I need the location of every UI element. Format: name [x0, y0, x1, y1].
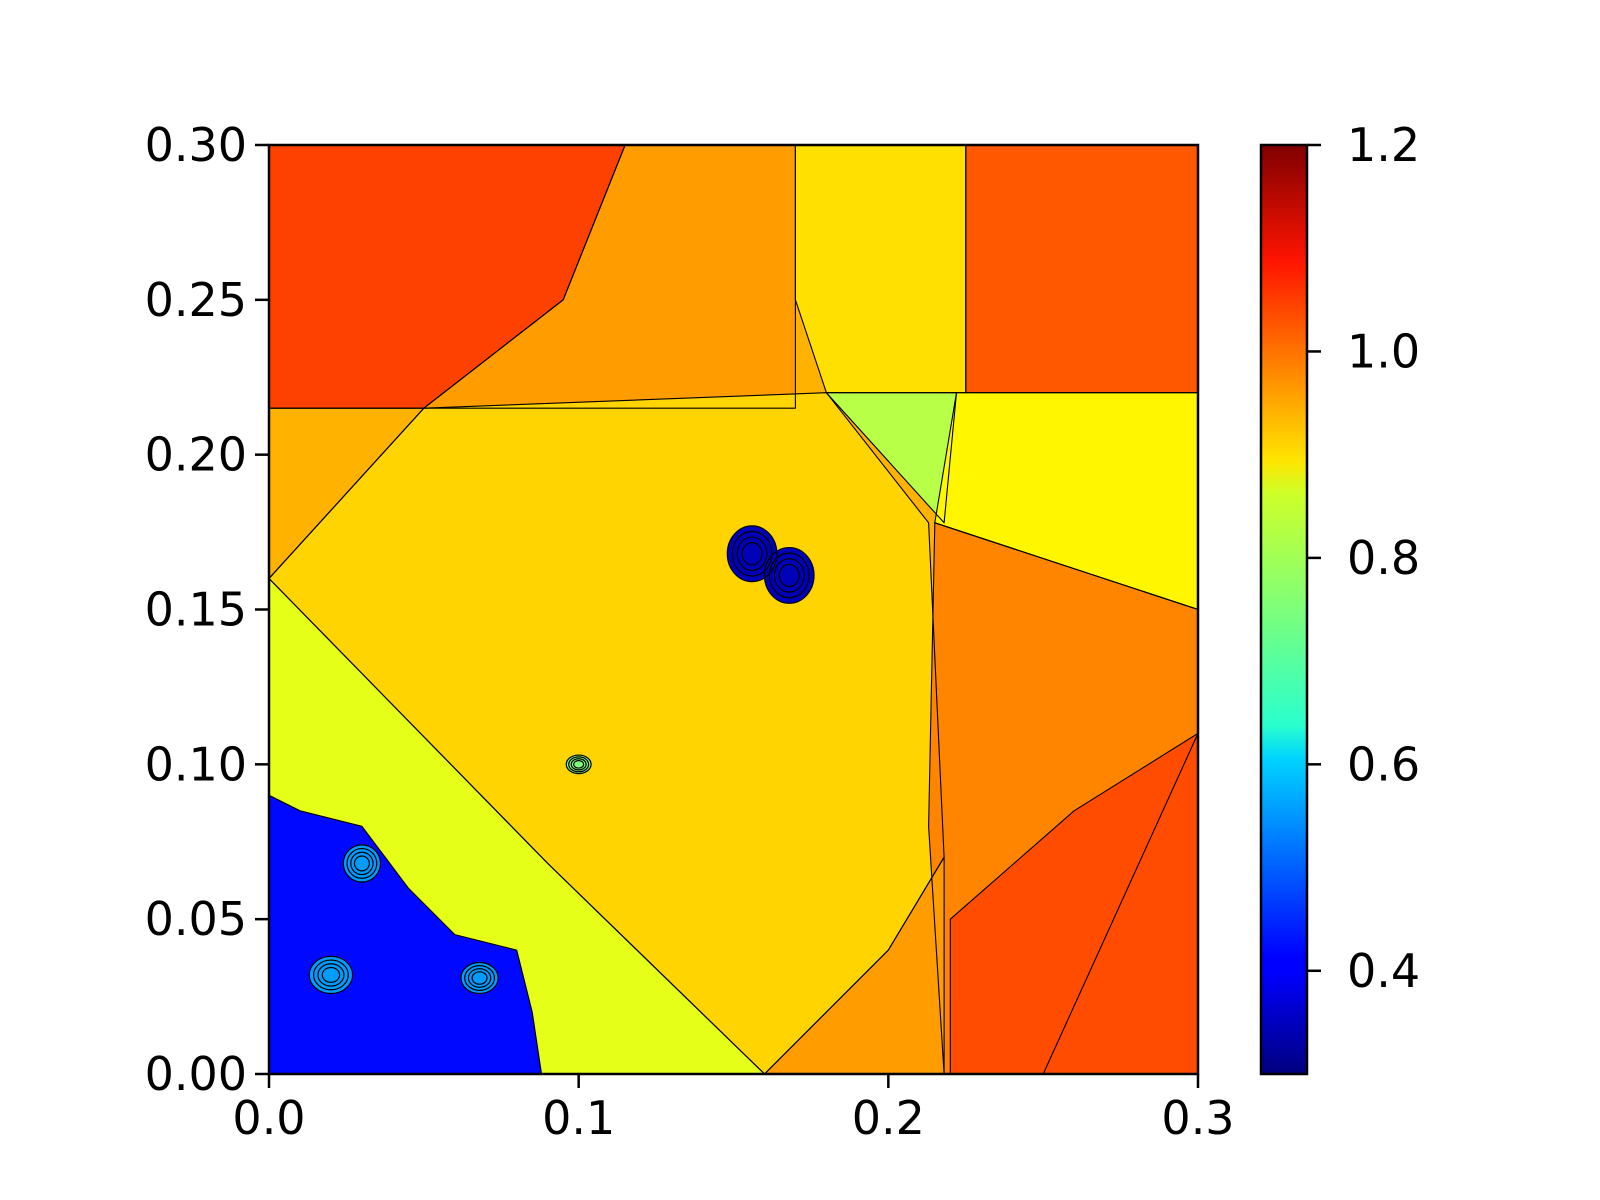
density-region — [965, 145, 1198, 393]
contour-line — [934, 392, 1198, 611]
contour-line — [573, 760, 585, 769]
y-tick-label: 0.25 — [145, 273, 247, 327]
vortex-core — [309, 956, 353, 994]
x-tick-label: 0.1 — [542, 1091, 615, 1145]
density-region — [423, 145, 796, 409]
contour-line — [317, 963, 345, 987]
contour-line — [342, 844, 382, 883]
contour-line — [312, 959, 349, 991]
contour-line — [726, 525, 778, 583]
vortex-core — [727, 525, 777, 582]
contour-line — [763, 856, 945, 1074]
density-region — [795, 145, 966, 393]
colorbar-tick-label: 1.0 — [1347, 324, 1420, 378]
contour-line — [353, 855, 370, 872]
contour-line — [965, 145, 1198, 394]
y-tick-label: 0.30 — [145, 118, 247, 172]
plot-area — [269, 145, 1198, 1074]
density-region — [269, 795, 542, 1074]
colorbar-ticks: 0.4 0.6 0.8 1.0 1.2 — [1307, 118, 1420, 998]
vortex-core — [566, 755, 592, 774]
contour-line — [464, 965, 496, 991]
contour-line — [350, 851, 374, 876]
contour-line — [949, 732, 1198, 1074]
contour-line — [741, 542, 763, 566]
vortex-core — [460, 962, 499, 994]
colorbar-tick-label: 0.6 — [1347, 737, 1420, 791]
contour-line — [471, 971, 488, 985]
contour-line — [460, 961, 499, 995]
contour-line — [928, 522, 1198, 1074]
y-tick-label: 0.15 — [145, 583, 247, 637]
contour-line — [773, 558, 805, 593]
contour-line — [423, 145, 796, 409]
colorbar: 0.4 0.6 0.8 1.0 1.2 — [1259, 118, 1420, 1076]
density-region — [934, 392, 1198, 610]
vortex-core — [764, 547, 815, 604]
colorbar-tick-label: 0.4 — [1347, 944, 1420, 998]
density-region — [269, 145, 626, 409]
contour-line — [346, 847, 378, 879]
y-tick-label: 0.05 — [145, 892, 247, 946]
colorbar-bar — [1259, 143, 1309, 1076]
contour-line — [731, 530, 773, 577]
vortex-core — [343, 844, 381, 883]
y-tick-label: 0.10 — [145, 737, 247, 791]
density-region — [826, 392, 957, 523]
contour-line — [736, 536, 768, 572]
contour-line — [778, 563, 800, 588]
y-tick-label: 0.00 — [145, 1047, 247, 1101]
contour-line — [825, 392, 958, 524]
x-tick-label: 0.3 — [1161, 1091, 1234, 1145]
y-axis: 0.00 0.05 0.10 0.15 0.20 0.25 0.30 — [145, 118, 269, 1101]
density-field — [269, 145, 1198, 1074]
contour-line — [321, 966, 341, 983]
contour-line — [763, 546, 815, 604]
contour-line — [565, 754, 592, 775]
contour-line — [570, 758, 587, 771]
density-region — [764, 857, 945, 1074]
contour-line — [467, 968, 492, 988]
x-axis: 0.0 0.1 0.2 0.3 — [232, 1074, 1235, 1145]
density-region — [950, 733, 1198, 1074]
colorbar-tick-label: 0.8 — [1347, 531, 1420, 585]
x-tick-label: 0.0 — [232, 1091, 305, 1145]
contour-line — [768, 552, 810, 599]
contour-lines — [269, 145, 1198, 1074]
x-tick-label: 0.2 — [852, 1091, 925, 1145]
y-tick-label: 0.20 — [145, 428, 247, 482]
contour-line — [308, 955, 354, 995]
contour-line — [269, 794, 543, 1074]
colorbar-tick-label: 1.2 — [1347, 118, 1420, 172]
contour-line — [568, 756, 590, 773]
